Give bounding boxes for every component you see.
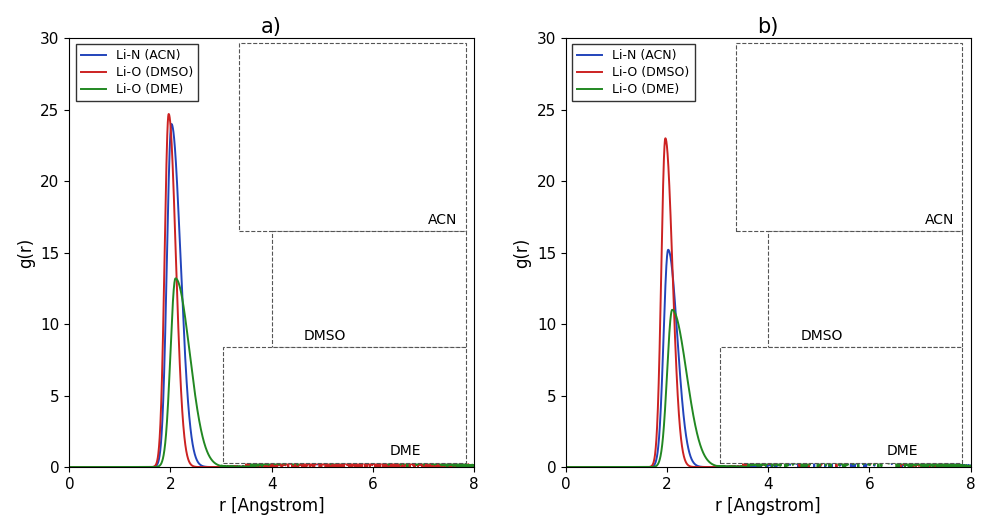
- X-axis label: r [Angstrom]: r [Angstrom]: [715, 497, 821, 516]
- Li-N (ACN): [715, 463, 727, 470]
- Li-O (DMSO): [218, 463, 230, 470]
- Li-N (ACN): [468, 462, 480, 469]
- Li-N (ACN): [109, 464, 121, 470]
- Y-axis label: g(r): g(r): [514, 237, 532, 268]
- Li-O (DME): [170, 275, 182, 281]
- Bar: [272, 231, 465, 347]
- Li-O (DME): [956, 463, 968, 470]
- Li-N (ACN): [914, 458, 926, 464]
- Li-N (ACN): [606, 464, 618, 470]
- Li-O (DMSO): [715, 463, 727, 470]
- Li-N (ACN): [733, 464, 745, 470]
- Li-O (DME): [63, 464, 75, 470]
- Bar: [736, 43, 962, 231]
- Legend: Li-N (ACN), Li-O (DMSO), Li-O (DME): Li-N (ACN), Li-O (DMSO), Li-O (DME): [75, 45, 197, 101]
- Li-O (DMSO): [468, 462, 480, 468]
- Bar: [239, 43, 465, 231]
- Li-N (ACN): [236, 463, 248, 470]
- Bar: [720, 347, 962, 463]
- Li-O (DMSO): [236, 463, 248, 470]
- Li-N (ACN): [964, 463, 976, 469]
- Li-O (DMSO): [460, 462, 472, 469]
- Li-O (DME): [667, 306, 679, 313]
- Title: a): a): [261, 16, 282, 37]
- Text: ACN: ACN: [925, 213, 954, 227]
- Li-N (ACN): [460, 463, 472, 469]
- Li-O (DME): [417, 455, 429, 461]
- Li-N (ACN): [218, 464, 230, 470]
- X-axis label: r [Angstrom]: r [Angstrom]: [219, 497, 324, 516]
- Li-O (DME): [134, 464, 146, 470]
- Line: Li-O (DME): Li-O (DME): [69, 278, 474, 467]
- Li-N (ACN): [956, 463, 968, 469]
- Li-O (DME): [715, 463, 727, 469]
- Bar: [223, 347, 465, 463]
- Li-O (DMSO): [163, 111, 175, 117]
- Li-O (DMSO): [606, 464, 618, 470]
- Li-O (DME): [914, 460, 926, 466]
- Li-O (DMSO): [964, 464, 976, 470]
- Li-O (DMSO): [417, 456, 429, 462]
- Line: Li-O (DMSO): Li-O (DMSO): [69, 114, 474, 467]
- Li-N (ACN): [663, 247, 675, 253]
- Line: Li-N (ACN): Li-N (ACN): [69, 124, 474, 467]
- Text: ACN: ACN: [429, 213, 457, 227]
- Text: DME: DME: [390, 444, 422, 459]
- Text: DMSO: DMSO: [801, 329, 843, 343]
- Bar: [768, 231, 962, 347]
- Li-O (DMSO): [63, 464, 75, 470]
- Li-N (ACN): [166, 121, 178, 127]
- Li-O (DME): [460, 461, 472, 468]
- Li-O (DME): [560, 464, 572, 470]
- Li-N (ACN): [417, 454, 429, 461]
- Li-O (DME): [236, 463, 248, 470]
- Text: DME: DME: [887, 444, 918, 459]
- Text: DMSO: DMSO: [304, 329, 346, 343]
- Li-O (DMSO): [660, 135, 672, 142]
- Li-O (DME): [606, 464, 618, 470]
- Li-O (DMSO): [134, 464, 146, 470]
- Line: Li-O (DME): Li-O (DME): [566, 310, 970, 467]
- Li-O (DME): [630, 464, 642, 470]
- Li-O (DME): [733, 463, 745, 470]
- Li-O (DMSO): [109, 464, 121, 470]
- Li-N (ACN): [134, 464, 146, 470]
- Li-O (DMSO): [560, 464, 572, 470]
- Li-O (DMSO): [630, 464, 642, 470]
- Y-axis label: g(r): g(r): [17, 237, 35, 268]
- Li-O (DME): [468, 462, 480, 469]
- Li-O (DME): [964, 463, 976, 469]
- Li-O (DME): [109, 464, 121, 470]
- Line: Li-O (DMSO): Li-O (DMSO): [566, 138, 970, 467]
- Li-N (ACN): [560, 464, 572, 470]
- Legend: Li-N (ACN), Li-O (DMSO), Li-O (DME): Li-N (ACN), Li-O (DMSO), Li-O (DME): [572, 45, 694, 101]
- Li-O (DMSO): [956, 463, 968, 470]
- Line: Li-N (ACN): Li-N (ACN): [566, 250, 970, 467]
- Li-O (DME): [218, 463, 230, 469]
- Li-O (DMSO): [914, 462, 926, 468]
- Title: b): b): [758, 16, 779, 37]
- Li-N (ACN): [63, 464, 75, 470]
- Li-N (ACN): [630, 464, 642, 470]
- Li-O (DMSO): [733, 464, 745, 470]
